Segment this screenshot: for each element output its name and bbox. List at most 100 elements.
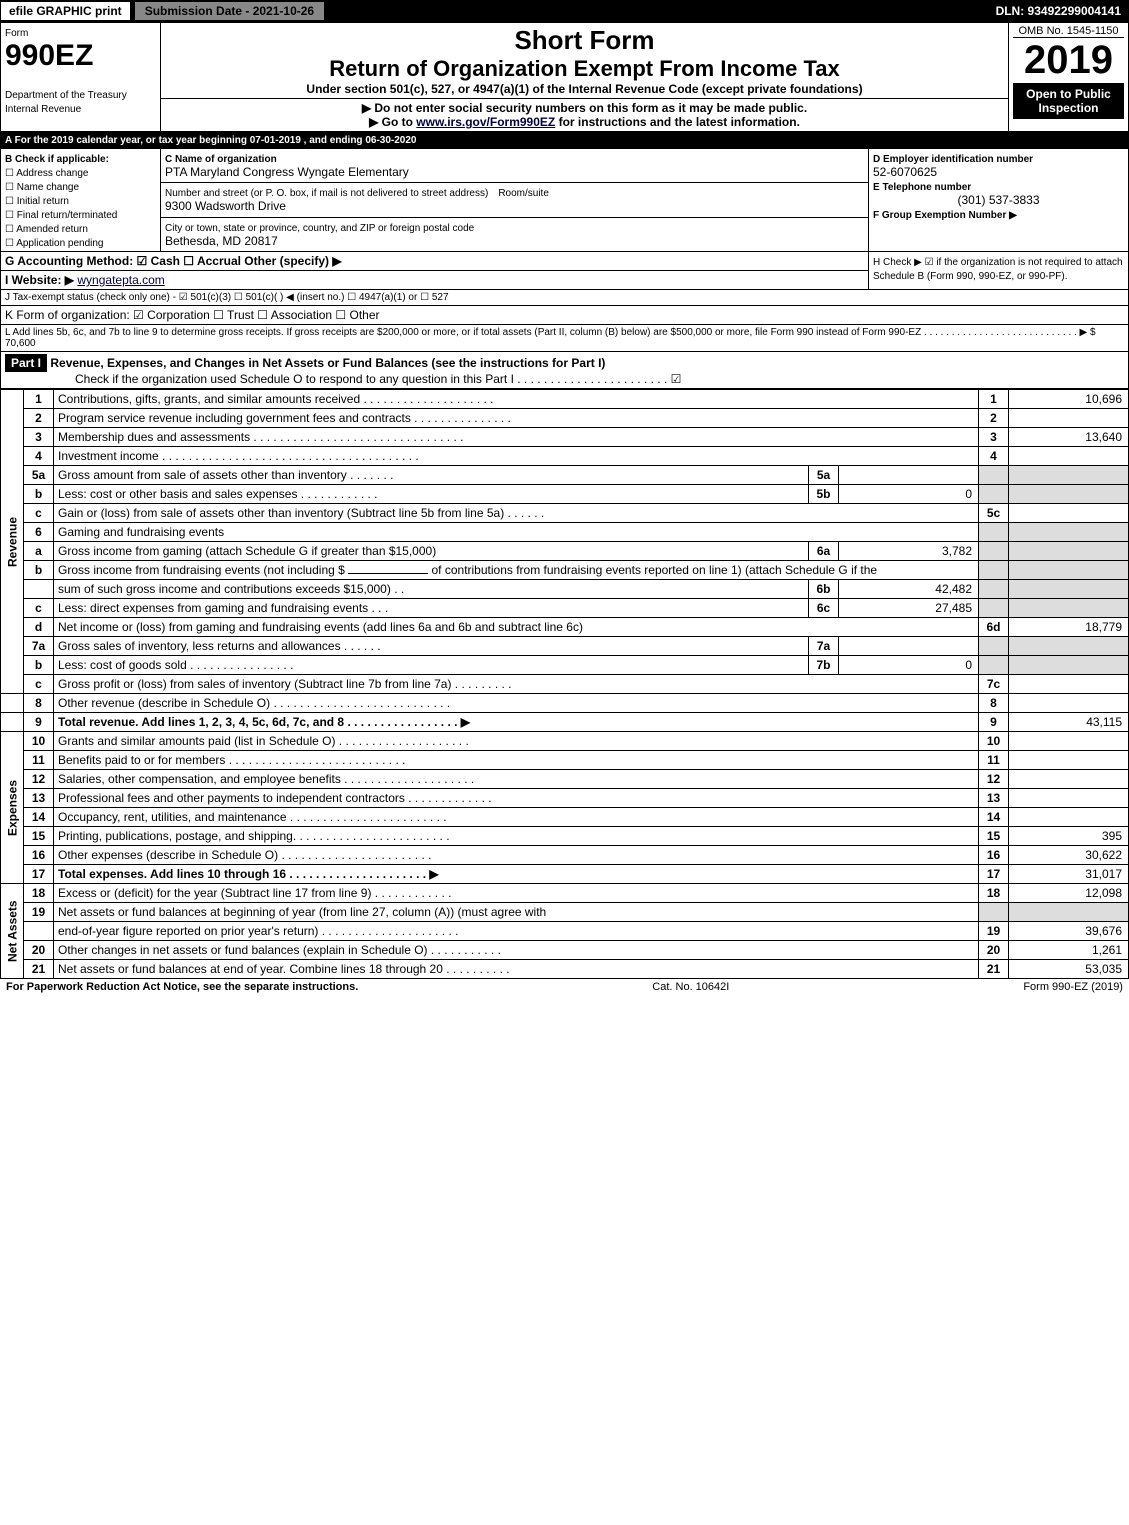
accounting-method[interactable]: G Accounting Method: ☑ Cash ☐ Accrual Ot… [5, 254, 342, 268]
l19-val-s [1009, 903, 1129, 922]
l4-val [1009, 447, 1129, 466]
l16-rnum: 16 [979, 846, 1009, 865]
irs-label: Internal Revenue [5, 104, 81, 115]
l5b-rnum [979, 485, 1009, 504]
l9-rnum: 9 [979, 713, 1009, 732]
l6a-mv: 3,782 [839, 542, 979, 561]
l16-num: 16 [24, 846, 54, 865]
l11-text: Benefits paid to or for members . . . . … [54, 751, 979, 770]
l2-val [1009, 409, 1129, 428]
l7b-num: b [24, 656, 54, 675]
l2-rnum: 2 [979, 409, 1009, 428]
l7b-rnum [979, 656, 1009, 675]
l6a-text: Gross income from gaming (attach Schedul… [54, 542, 809, 561]
l5b-mv: 0 [839, 485, 979, 504]
box-c-name: C Name of organization PTA Maryland Cong… [161, 149, 869, 183]
l6c-rnum [979, 599, 1009, 618]
room-label: Room/suite [498, 188, 549, 199]
l6b-rnum-s [979, 561, 1009, 580]
l19-val: 39,676 [1009, 922, 1129, 941]
opt-initial[interactable]: ☐ Initial return [5, 196, 69, 207]
l17-val: 31,017 [1009, 865, 1129, 884]
opt-name[interactable]: ☐ Name change [5, 182, 79, 193]
l5a-rnum [979, 466, 1009, 485]
l6d-rnum: 6d [979, 618, 1009, 637]
top-bar: efile GRAPHIC print Submission Date - 20… [0, 0, 1129, 22]
row-l: L Add lines 5b, 6c, and 7b to line 9 to … [1, 325, 1129, 352]
l18-val: 12,098 [1009, 884, 1129, 903]
l6b-val [1009, 580, 1129, 599]
l6-rnum [979, 523, 1009, 542]
l9-val: 43,115 [1009, 713, 1129, 732]
l6-text: Gaming and fundraising events [54, 523, 979, 542]
l14-val [1009, 808, 1129, 827]
l1-text: Contributions, gifts, grants, and simila… [54, 390, 979, 409]
box-b-label: B Check if applicable: [5, 154, 109, 165]
l6c-val [1009, 599, 1129, 618]
l5c-num: c [24, 504, 54, 523]
tax-year: 2019 [1013, 38, 1124, 83]
l7b-mv: 0 [839, 656, 979, 675]
l6a-rnum [979, 542, 1009, 561]
l6a-val [1009, 542, 1129, 561]
l13-num: 13 [24, 789, 54, 808]
revenue-table: Revenue 1 Contributions, gifts, grants, … [0, 389, 1129, 979]
website-label: I Website: ▶ [5, 273, 74, 287]
part1-title: Revenue, Expenses, and Changes in Net As… [50, 356, 605, 370]
l13-text: Professional fees and other payments to … [54, 789, 979, 808]
l15-rnum: 15 [979, 827, 1009, 846]
part1-check[interactable]: Check if the organization used Schedule … [5, 372, 681, 386]
l6c-mn: 6c [809, 599, 839, 618]
l11-num: 11 [24, 751, 54, 770]
opt-pending[interactable]: ☐ Application pending [5, 238, 104, 249]
efile-print-label[interactable]: efile GRAPHIC print [0, 1, 131, 21]
expenses-side-label: Expenses [1, 732, 24, 884]
page-footer: For Paperwork Reduction Act Notice, see … [0, 979, 1129, 995]
open-inspection: Open to Public Inspection [1013, 83, 1124, 119]
opt-address[interactable]: ☐ Address change [5, 168, 88, 179]
l6b-text1: Gross income from fundraising events (no… [54, 561, 979, 580]
l6b-rnum [979, 580, 1009, 599]
l4-text: Investment income . . . . . . . . . . . … [54, 447, 979, 466]
opt-amended[interactable]: ☐ Amended return [5, 224, 88, 235]
l19-text: Net assets or fund balances at beginning… [54, 903, 979, 922]
irs-link[interactable]: www.irs.gov/Form990EZ [416, 115, 555, 129]
box-c-city: City or town, state or province, country… [161, 217, 869, 251]
l14-num: 14 [24, 808, 54, 827]
schedule-b-check[interactable]: H Check ▶ ☑ if the organization is not r… [873, 257, 1123, 282]
l5b-mn: 5b [809, 485, 839, 504]
row-h: H Check ▶ ☑ if the organization is not r… [869, 252, 1129, 290]
opt-final[interactable]: ☐ Final return/terminated [5, 210, 117, 221]
l15-text: Printing, publications, postage, and shi… [54, 827, 979, 846]
footer-right: Form 990-EZ (2019) [1023, 981, 1123, 993]
website-link[interactable]: wyngatepta.com [77, 273, 164, 287]
part1-header: Part I Revenue, Expenses, and Changes in… [0, 352, 1129, 389]
dln-number: DLN: 93492299004141 [996, 4, 1129, 18]
l20-val: 1,261 [1009, 941, 1129, 960]
l15-val: 395 [1009, 827, 1129, 846]
l20-rnum: 20 [979, 941, 1009, 960]
short-form-title: Short Form [165, 25, 1004, 56]
street-value: 9300 Wadsworth Drive [165, 199, 286, 213]
l6b-mn: 6b [809, 580, 839, 599]
row-j[interactable]: J Tax-exempt status (check only one) - ☑… [1, 290, 1129, 306]
l3-text: Membership dues and assessments . . . . … [54, 428, 979, 447]
l6b-mv: 42,482 [839, 580, 979, 599]
l11-val [1009, 751, 1129, 770]
l21-text: Net assets or fund balances at end of ye… [54, 960, 979, 979]
box-def: D Employer identification number 52-6070… [869, 149, 1129, 252]
form-title-cell: Short Form Return of Organization Exempt… [161, 23, 1009, 99]
l12-val [1009, 770, 1129, 789]
l18-rnum: 18 [979, 884, 1009, 903]
row-k[interactable]: K Form of organization: ☑ Corporation ☐ … [1, 306, 1129, 325]
l5c-val [1009, 504, 1129, 523]
l7c-text: Gross profit or (loss) from sales of inv… [54, 675, 979, 694]
l19-rnum: 19 [979, 922, 1009, 941]
l20-text: Other changes in net assets or fund bala… [54, 941, 979, 960]
l7a-num: 7a [24, 637, 54, 656]
row-i: I Website: ▶ wyngatepta.com [1, 271, 869, 290]
form-label: Form [5, 28, 28, 39]
l5a-text: Gross amount from sale of assets other t… [54, 466, 809, 485]
l14-rnum: 14 [979, 808, 1009, 827]
entity-info-table: A For the 2019 calendar year, or tax yea… [0, 132, 1129, 352]
